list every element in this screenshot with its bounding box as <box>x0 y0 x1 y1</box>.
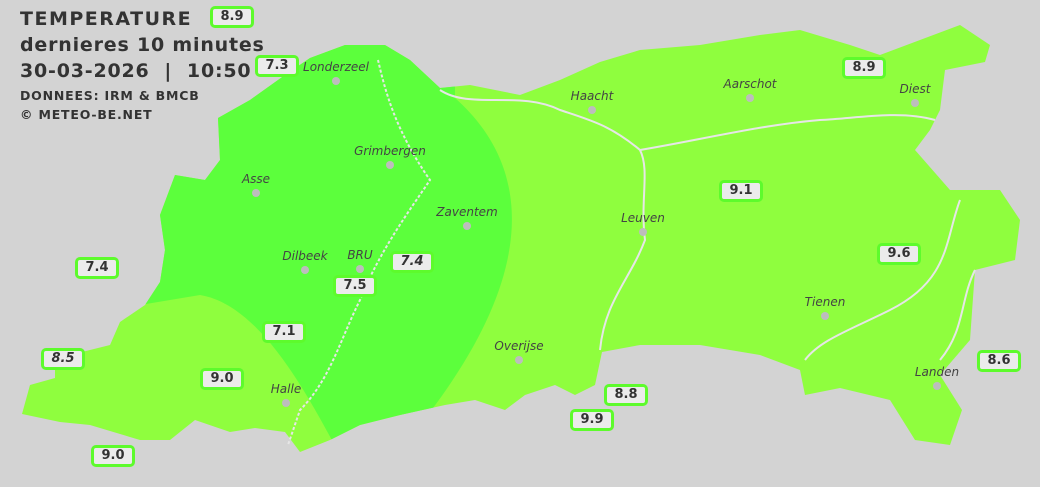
city-dot <box>588 106 596 114</box>
city-dot <box>252 189 260 197</box>
city-dot <box>746 94 754 102</box>
station-temperature[interactable]: 9.0 <box>200 368 244 390</box>
station-temperature[interactable]: 9.6 <box>877 243 921 265</box>
copyright: © METEO-BE.NET <box>20 107 153 122</box>
city-label: Dilbeek <box>282 249 328 263</box>
map-subtitle: dernieres 10 minutes <box>20 34 265 56</box>
city-label: Tienen <box>804 295 846 309</box>
city-label: BRU <box>347 248 373 262</box>
station-temperature[interactable]: 8.5 <box>41 348 85 370</box>
city-label: Landen <box>914 365 960 379</box>
city-label: Halle <box>270 382 302 396</box>
station-temperature[interactable]: 8.8 <box>604 384 648 406</box>
city-dot <box>463 222 471 230</box>
city-dot <box>356 265 364 273</box>
city-dot <box>821 312 829 320</box>
region-boundaries <box>287 59 976 446</box>
map-title: TEMPERATURE <box>20 8 193 30</box>
city-label: Haacht <box>570 89 614 103</box>
city-label: Aarschot <box>723 77 777 91</box>
station-temperature[interactable]: 9.9 <box>570 409 614 431</box>
city-label: Asse <box>241 172 271 186</box>
city-dot <box>332 77 340 85</box>
city-label: Diest <box>899 82 931 96</box>
station-temperature[interactable]: 8.9 <box>210 6 254 28</box>
city-label: Grimbergen <box>354 144 426 158</box>
city-dot <box>282 399 290 407</box>
station-temperature[interactable]: 9.1 <box>719 180 763 202</box>
station-temperature[interactable]: 7.1 <box>262 321 306 343</box>
city-label: Overijse <box>494 339 544 353</box>
station-temperature[interactable]: 9.0 <box>91 445 135 467</box>
city-label: Leuven <box>621 211 665 225</box>
city-label: Zaventem <box>436 205 498 219</box>
station-temperature[interactable]: 8.6 <box>977 350 1021 372</box>
station-temperature[interactable]: 7.3 <box>255 55 299 77</box>
map-datetime: 30-03-2026 | 10:50 <box>20 60 252 82</box>
city-dot <box>639 228 647 236</box>
station-temperature[interactable]: 8.9 <box>842 57 886 79</box>
station-temperature[interactable]: 7.5 <box>333 275 377 297</box>
city-dot <box>386 161 394 169</box>
station-temperature[interactable]: 7.4 <box>75 257 119 279</box>
station-temperature[interactable]: 7.4 <box>390 251 434 273</box>
province-cool-zone <box>140 40 512 452</box>
city-dot <box>515 356 523 364</box>
city-dot <box>301 266 309 274</box>
city-dot <box>911 99 919 107</box>
city-label: Londerzeel <box>303 60 369 74</box>
city-dot <box>933 382 941 390</box>
data-source: DONNEES: IRM & BMCB <box>20 88 200 103</box>
